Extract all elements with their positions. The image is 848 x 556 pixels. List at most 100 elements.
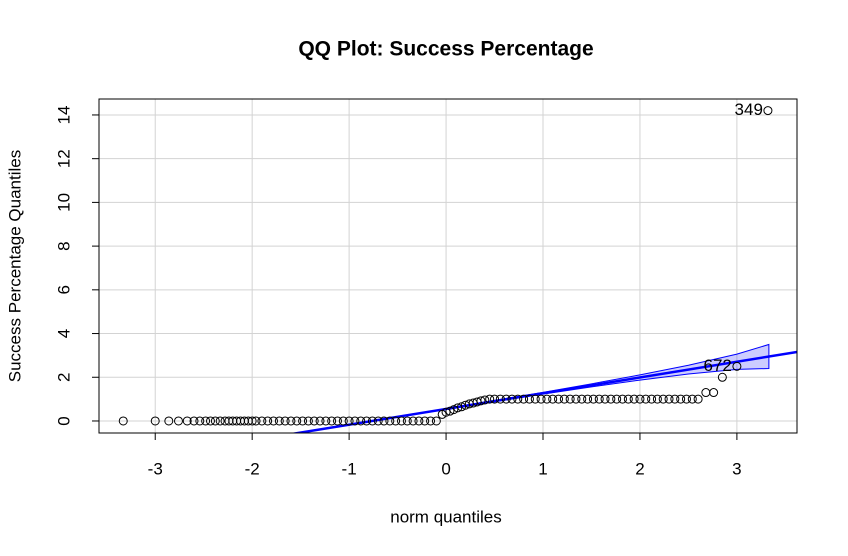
x-tick-label: 1 [538,459,547,478]
point [641,394,651,404]
point [583,394,593,404]
x-tick-label: 2 [635,459,644,478]
y-tick-label: 10 [54,193,73,212]
point [309,416,319,426]
point-label: 349 [735,100,763,119]
point [565,394,575,404]
point [476,396,486,406]
point [414,416,424,426]
point [367,416,377,426]
point [623,394,633,404]
point [658,394,668,404]
point [717,372,727,382]
point [763,106,773,116]
point [195,416,205,426]
y-tick-label: 2 [54,373,73,382]
point [269,416,278,426]
point [618,394,627,404]
point [338,416,348,426]
point [356,416,366,426]
point [606,394,616,404]
point [292,416,302,426]
point [441,407,451,417]
point [687,394,697,404]
point [490,394,500,404]
point [150,416,160,426]
point [247,416,257,426]
point [303,416,313,426]
point [210,416,220,426]
point [588,394,598,404]
point [664,394,674,404]
point [600,394,610,404]
point [251,416,261,426]
point [635,394,645,404]
point [362,416,372,426]
point [298,416,308,426]
point [548,394,558,404]
x-tick-label: 0 [441,459,450,478]
point [485,394,495,404]
point [257,416,267,426]
point [513,394,523,404]
point [453,403,463,413]
point [315,416,325,426]
point [445,406,455,416]
point [286,416,296,426]
plot-area [290,343,797,433]
point [594,394,604,404]
point [676,394,686,404]
point [164,416,174,426]
point [373,416,383,426]
point [321,416,331,426]
y-tick-label: 14 [54,105,73,124]
y-axis-label: Success Percentage Quantiles [5,150,24,382]
point-label: 672 [704,356,732,375]
point [519,394,529,404]
point [402,416,412,426]
point [173,416,183,426]
x-tick-label: -1 [342,459,357,478]
point [263,416,273,426]
point [280,416,290,426]
point [732,361,742,371]
point [420,416,430,426]
point [577,394,587,404]
point [118,416,128,426]
y-tick-label: 4 [54,329,73,338]
point [274,416,284,426]
point [524,394,534,404]
y-tick-label: 6 [54,285,73,294]
x-tick-label: 3 [732,459,741,478]
y-tick-label: 12 [54,149,73,168]
point [571,394,581,404]
point [554,394,564,404]
point [426,416,436,426]
point [201,416,211,426]
point [205,416,215,426]
point [536,394,546,404]
point [396,416,406,426]
point [332,416,342,426]
point [612,394,622,404]
point [559,394,569,404]
point [215,416,225,426]
point [542,394,552,404]
point [189,416,199,426]
y-tick-label: 0 [54,416,73,425]
point [408,416,418,426]
point [327,416,337,426]
point [670,394,680,404]
point [709,388,719,398]
point [693,394,703,404]
x-tick-label: -3 [148,459,163,478]
point [507,394,517,404]
point [350,416,360,426]
point [495,394,505,404]
chart-title: QQ Plot: Success Percentage [298,38,593,61]
point [385,416,395,426]
point [701,388,711,398]
x-axis-label: norm quantiles [390,507,502,526]
